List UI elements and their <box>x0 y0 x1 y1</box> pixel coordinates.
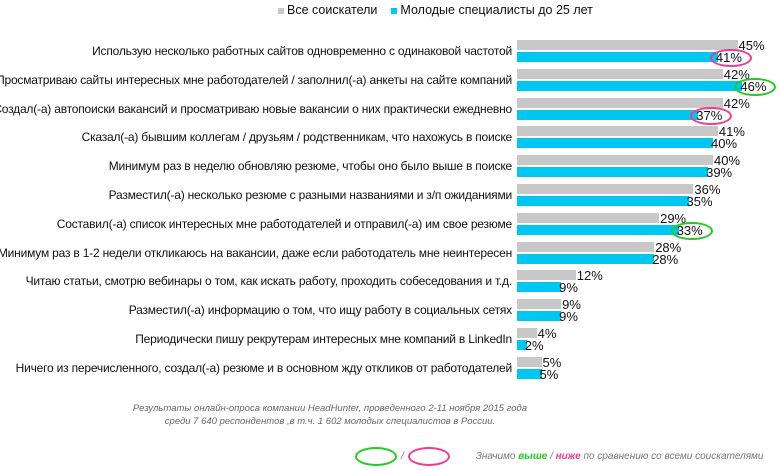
value-label-all: 4% <box>537 326 557 341</box>
survey-note: Результаты онлайн-опроса компании HeadHu… <box>0 402 660 428</box>
bar-young <box>517 80 743 91</box>
bar-all <box>517 155 713 166</box>
value-label-all: 12% <box>576 268 603 284</box>
category-label: Разместил(-а) информацию о том, что ищу … <box>128 303 512 318</box>
value-label-young: 40% <box>711 136 738 152</box>
category-label: Читаю статьи, смотрю вебинары о том, как… <box>25 274 513 289</box>
legend-swatch-blue <box>391 7 398 14</box>
legend-item-young: Молодые специалисты до 25 лет <box>391 3 593 17</box>
value-label-all: 40% <box>714 153 741 169</box>
note-line: Результаты онлайн-опроса компании HeadHu… <box>132 403 528 414</box>
bar-young <box>517 138 713 149</box>
bar-all <box>517 184 694 194</box>
bar-chart: Использую несколько работных сайтов одно… <box>0 38 780 382</box>
chart-row: Составил(-а) список интересных мне работ… <box>0 210 780 240</box>
chart-row: Минимум раз в неделю обновляю резюме, чт… <box>0 153 780 181</box>
sig-suffix: по сравнению со всеми соискателями <box>580 451 764 462</box>
green-oval-icon <box>355 447 397 466</box>
value-label-all: 36% <box>694 182 721 197</box>
bar-all <box>517 212 660 223</box>
bar-young <box>517 282 562 293</box>
pink-oval-icon <box>407 447 450 466</box>
value-label-young: 9% <box>559 309 578 325</box>
significantly-lower-oval <box>709 49 752 67</box>
value-label-young: 2% <box>524 338 544 353</box>
value-label-all: 41% <box>718 124 745 140</box>
chart-row: Минимум раз в 1-2 недели откликаюсь на в… <box>0 239 780 267</box>
chart-row: Просматриваю сайты интересных мне работо… <box>0 66 780 96</box>
bar-young <box>517 109 699 120</box>
value-label-young: 5% <box>539 366 559 382</box>
bar-all <box>517 328 537 338</box>
chart-row: Читаю статьи, смотрю вебинары о том, как… <box>0 268 780 296</box>
bar-all <box>517 126 718 137</box>
bar-young <box>517 196 689 206</box>
value-label-young: 35% <box>686 194 713 209</box>
slash: / <box>401 451 404 462</box>
bar-all <box>517 241 655 252</box>
sig-higher: выше <box>518 451 548 462</box>
value-label-all: 28% <box>655 239 682 255</box>
chart-row: Создал(-а) автопоиски вакансий и просмат… <box>0 95 780 125</box>
legend-swatch-gray <box>278 7 284 14</box>
significance-legend: / Значимо выше / ниже по сравнению со вс… <box>355 447 763 466</box>
significantly-higher-oval <box>734 77 777 96</box>
note-line: среди 7 640 респондентов ,в т.ч. 1 602 м… <box>164 416 496 427</box>
value-label-all: 5% <box>542 354 562 370</box>
category-label: Минимум раз в неделю обновляю резюме, чт… <box>108 159 512 174</box>
value-label-young: 28% <box>652 251 679 267</box>
value-label-all: 45% <box>738 38 765 53</box>
bar-young <box>517 311 562 322</box>
bar-young <box>517 224 679 235</box>
legend-label: Все соискатели <box>287 3 378 17</box>
chart-row: Ничего из перечисленного, создал(-а) рез… <box>0 354 780 382</box>
value-label-young: 39% <box>706 165 733 181</box>
value-label-young: 9% <box>559 280 578 296</box>
category-label: Минимум раз в 1-2 недели откликаюсь на в… <box>0 245 512 260</box>
value-label-all: 42% <box>723 66 750 82</box>
chart-row: Разместил(-а) несколько резюме с разными… <box>0 182 780 209</box>
sig-sep: / <box>547 451 556 462</box>
bar-young <box>517 52 718 62</box>
chart-row: Периодически пишу рекрутерам интересных … <box>0 326 780 353</box>
bar-young <box>517 167 709 178</box>
bar-all <box>517 40 738 50</box>
bar-young <box>517 253 655 264</box>
category-label: Периодически пишу рекрутерам интересных … <box>135 332 512 346</box>
sig-prefix: Значимо <box>475 451 519 462</box>
significantly-higher-oval <box>670 221 713 240</box>
significance-text: Значимо выше / ниже по сравнению со всем… <box>476 451 764 462</box>
chart-row: Использую несколько работных сайтов одно… <box>0 38 780 67</box>
bar-young <box>517 368 542 379</box>
category-label: Сказал(-а) бывшим коллегам / друзьям / р… <box>81 130 513 145</box>
value-label-all: 29% <box>660 210 687 226</box>
legend-item-all: Все соискатели <box>278 3 377 17</box>
sig-lower: ниже <box>555 451 581 462</box>
significantly-lower-oval <box>690 106 733 125</box>
category-label: Ничего из перечисленного, создал(-а) рез… <box>15 360 513 375</box>
category-label: Создал(-а) автопоиски вакансий и просмат… <box>0 101 512 116</box>
bar-all <box>517 68 723 79</box>
bar-all <box>517 299 562 310</box>
bar-all <box>517 270 576 281</box>
value-label-all: 9% <box>562 297 581 313</box>
chart-row: Сказал(-а) бывшим коллегам / друзьям / р… <box>0 124 780 152</box>
bar-all <box>517 97 723 108</box>
chart-row: Разместил(-а) информацию о том, что ищу … <box>0 297 780 325</box>
bar-young <box>517 340 527 350</box>
category-label: Разместил(-а) несколько резюме с разными… <box>108 188 513 202</box>
bar-all <box>517 356 542 367</box>
category-label: Просматриваю сайты интересных мне работо… <box>0 72 512 87</box>
category-label: Использую несколько работных сайтов одно… <box>92 44 512 58</box>
legend: Все соискатели Молодые специалисты до 25… <box>278 3 593 17</box>
value-label-all: 42% <box>723 95 750 111</box>
legend-label: Молодые специалисты до 25 лет <box>400 3 593 17</box>
category-label: Составил(-а) список интересных мне работ… <box>56 216 512 231</box>
